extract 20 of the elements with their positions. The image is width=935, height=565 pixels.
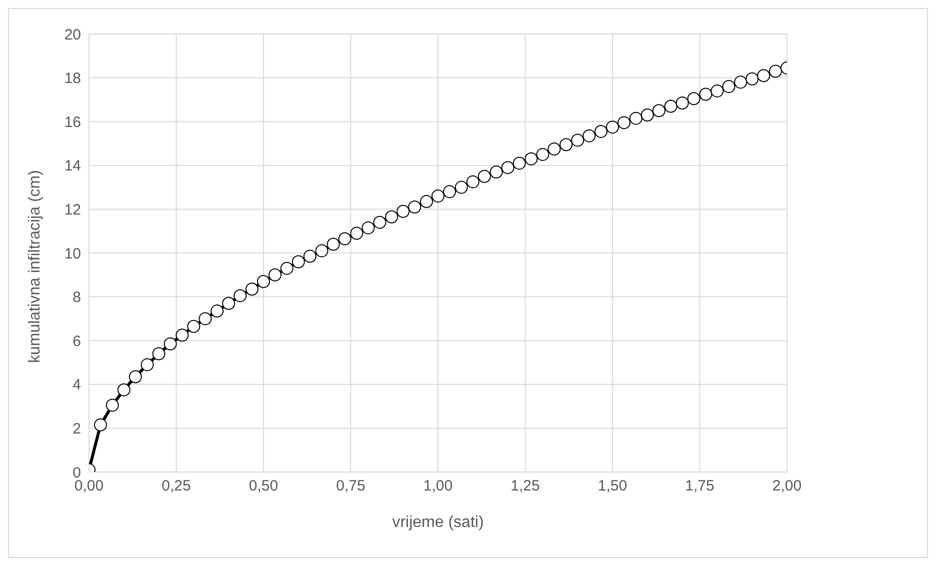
y-tick-label: 6	[72, 332, 81, 350]
y-tick-label: 16	[64, 114, 81, 131]
y-tick-label: 18	[64, 70, 81, 88]
x-tick-label: 1,00	[423, 478, 453, 495]
y-axis-title: kumulativna infiltracija (cm)	[26, 170, 44, 363]
y-tick-label: 12	[64, 202, 81, 219]
y-tick-label: 20	[64, 26, 81, 44]
x-tick-label: 0,25	[162, 478, 191, 495]
x-tick-label: 2,00	[772, 478, 802, 495]
x-tick-label: 0,50	[248, 478, 278, 495]
y-tick-label: 14	[64, 158, 81, 175]
x-tick-label: 1,50	[598, 478, 628, 495]
y-tick-label: 2	[72, 420, 81, 438]
x-tick-label: 1,25	[510, 478, 540, 495]
y-tick-label: 10	[64, 245, 81, 262]
x-axis-title: vrijeme (sati)	[392, 514, 484, 531]
x-tick-label: 0,75	[336, 478, 366, 495]
y-tick-label: 8	[72, 289, 81, 306]
x-tick-label: 1,75	[685, 478, 714, 495]
y-tick-label: 4	[72, 376, 81, 394]
